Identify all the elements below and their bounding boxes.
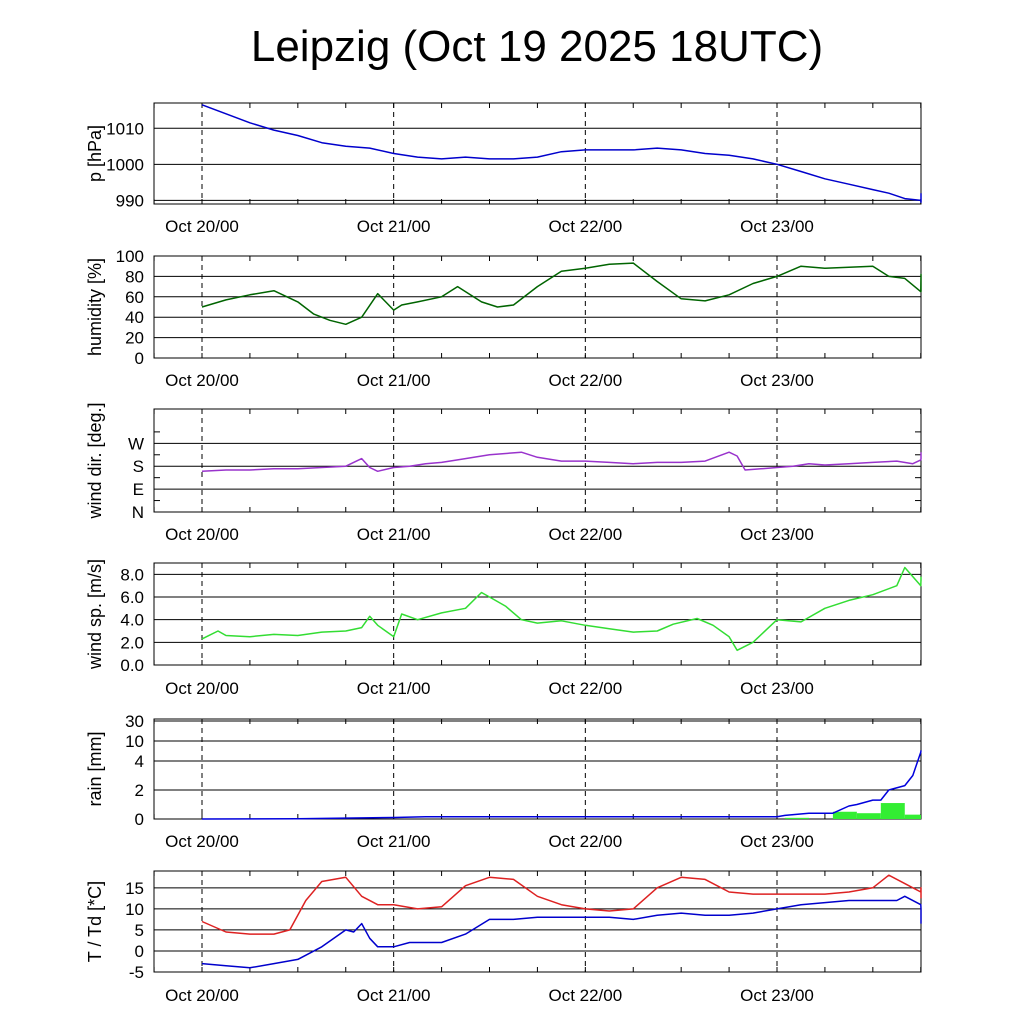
y-axis-label: T / Td [*C] (85, 881, 105, 962)
rain-bar (904, 814, 921, 819)
series-line-pressure (201, 104, 922, 203)
x-tick-label: Oct 20/00 (165, 371, 239, 390)
y-axis-label: wind dir. [deg.] (85, 402, 105, 519)
y-tick-label: 990 (116, 191, 144, 210)
y-tick-label: 30 (125, 712, 144, 731)
x-tick-label: Oct 21/00 (357, 986, 431, 1005)
x-tick-label: Oct 21/00 (357, 679, 431, 698)
y-tick-label: 80 (125, 267, 144, 286)
plot-frame-wind_dir (153, 408, 922, 513)
series-line-temperature-td (201, 895, 922, 969)
y-tick-label: 10 (125, 900, 144, 919)
y-axis-label: humidity [%] (85, 258, 105, 356)
x-tick-label: Oct 23/00 (740, 832, 814, 851)
y-tick-label: S (133, 457, 144, 476)
y-tick-label: -5 (129, 963, 144, 982)
y-tick-label: 0 (135, 810, 144, 829)
y-tick-label: 1000 (106, 155, 144, 174)
chart-title: Leipzig (Oct 19 2025 18UTC) (250, 22, 824, 71)
y-axis-label: wind sp. [m/s] (85, 559, 105, 670)
y-tick-label: 1010 (106, 119, 144, 138)
y-tick-label: 20 (125, 329, 144, 348)
plot-frame-rain (153, 718, 922, 820)
y-tick-label: 10 (125, 732, 144, 751)
rain-bar (784, 817, 809, 819)
y-tick-label: 15 (125, 879, 144, 898)
x-tick-label: Oct 20/00 (165, 525, 239, 544)
y-tick-label: 4.0 (120, 611, 144, 630)
x-tick-label: Oct 22/00 (548, 525, 622, 544)
series-line-rain (201, 750, 922, 820)
y-tick-label: 2 (135, 781, 144, 800)
rain-bar (832, 811, 857, 819)
y-tick-label: 60 (125, 288, 144, 307)
rain-bar (880, 803, 905, 819)
x-tick-label: Oct 23/00 (740, 679, 814, 698)
y-tick-label: 0 (135, 942, 144, 961)
y-tick-label: 5 (135, 921, 144, 940)
y-tick-label: 40 (125, 308, 144, 327)
plot-frame-wind_speed (153, 562, 922, 666)
x-tick-label: Oct 20/00 (165, 679, 239, 698)
series-line-temperature-t (201, 874, 922, 935)
y-tick-label: E (133, 480, 144, 499)
plot-frame-humidity (153, 255, 922, 359)
y-tick-label: 0.0 (120, 656, 144, 675)
x-tick-label: Oct 21/00 (357, 217, 431, 236)
x-tick-label: Oct 23/00 (740, 371, 814, 390)
x-tick-label: Oct 20/00 (165, 986, 239, 1005)
series-line-wind_speed (201, 566, 922, 652)
y-tick-label: 100 (116, 247, 144, 266)
y-tick-label: 6.0 (120, 588, 144, 607)
x-tick-label: Oct 21/00 (357, 832, 431, 851)
series-line-wind_dir (201, 451, 922, 473)
y-tick-label: 8.0 (120, 565, 144, 584)
y-tick-label: 2.0 (120, 633, 144, 652)
x-tick-label: Oct 23/00 (740, 217, 814, 236)
x-tick-label: Oct 21/00 (357, 371, 431, 390)
y-tick-label: 4 (135, 752, 144, 771)
y-tick-label: 0 (135, 349, 144, 368)
x-tick-label: Oct 23/00 (740, 986, 814, 1005)
x-tick-label: Oct 22/00 (548, 679, 622, 698)
x-tick-label: Oct 22/00 (548, 986, 622, 1005)
x-tick-label: Oct 23/00 (740, 525, 814, 544)
x-tick-label: Oct 22/00 (548, 832, 622, 851)
x-tick-label: Oct 21/00 (357, 525, 431, 544)
y-tick-label: N (132, 503, 144, 522)
y-axis-label: p [hPa] (85, 125, 105, 182)
x-tick-label: Oct 22/00 (548, 217, 622, 236)
x-tick-label: Oct 22/00 (548, 371, 622, 390)
rain-bar (856, 813, 881, 819)
x-tick-label: Oct 20/00 (165, 217, 239, 236)
y-axis-label: rain [mm] (85, 731, 105, 806)
x-tick-label: Oct 20/00 (165, 832, 239, 851)
series-line-humidity (201, 262, 922, 326)
plot-frame-pressure (153, 102, 922, 205)
plot-frame-temperature (153, 870, 922, 973)
y-tick-label: W (128, 434, 144, 453)
